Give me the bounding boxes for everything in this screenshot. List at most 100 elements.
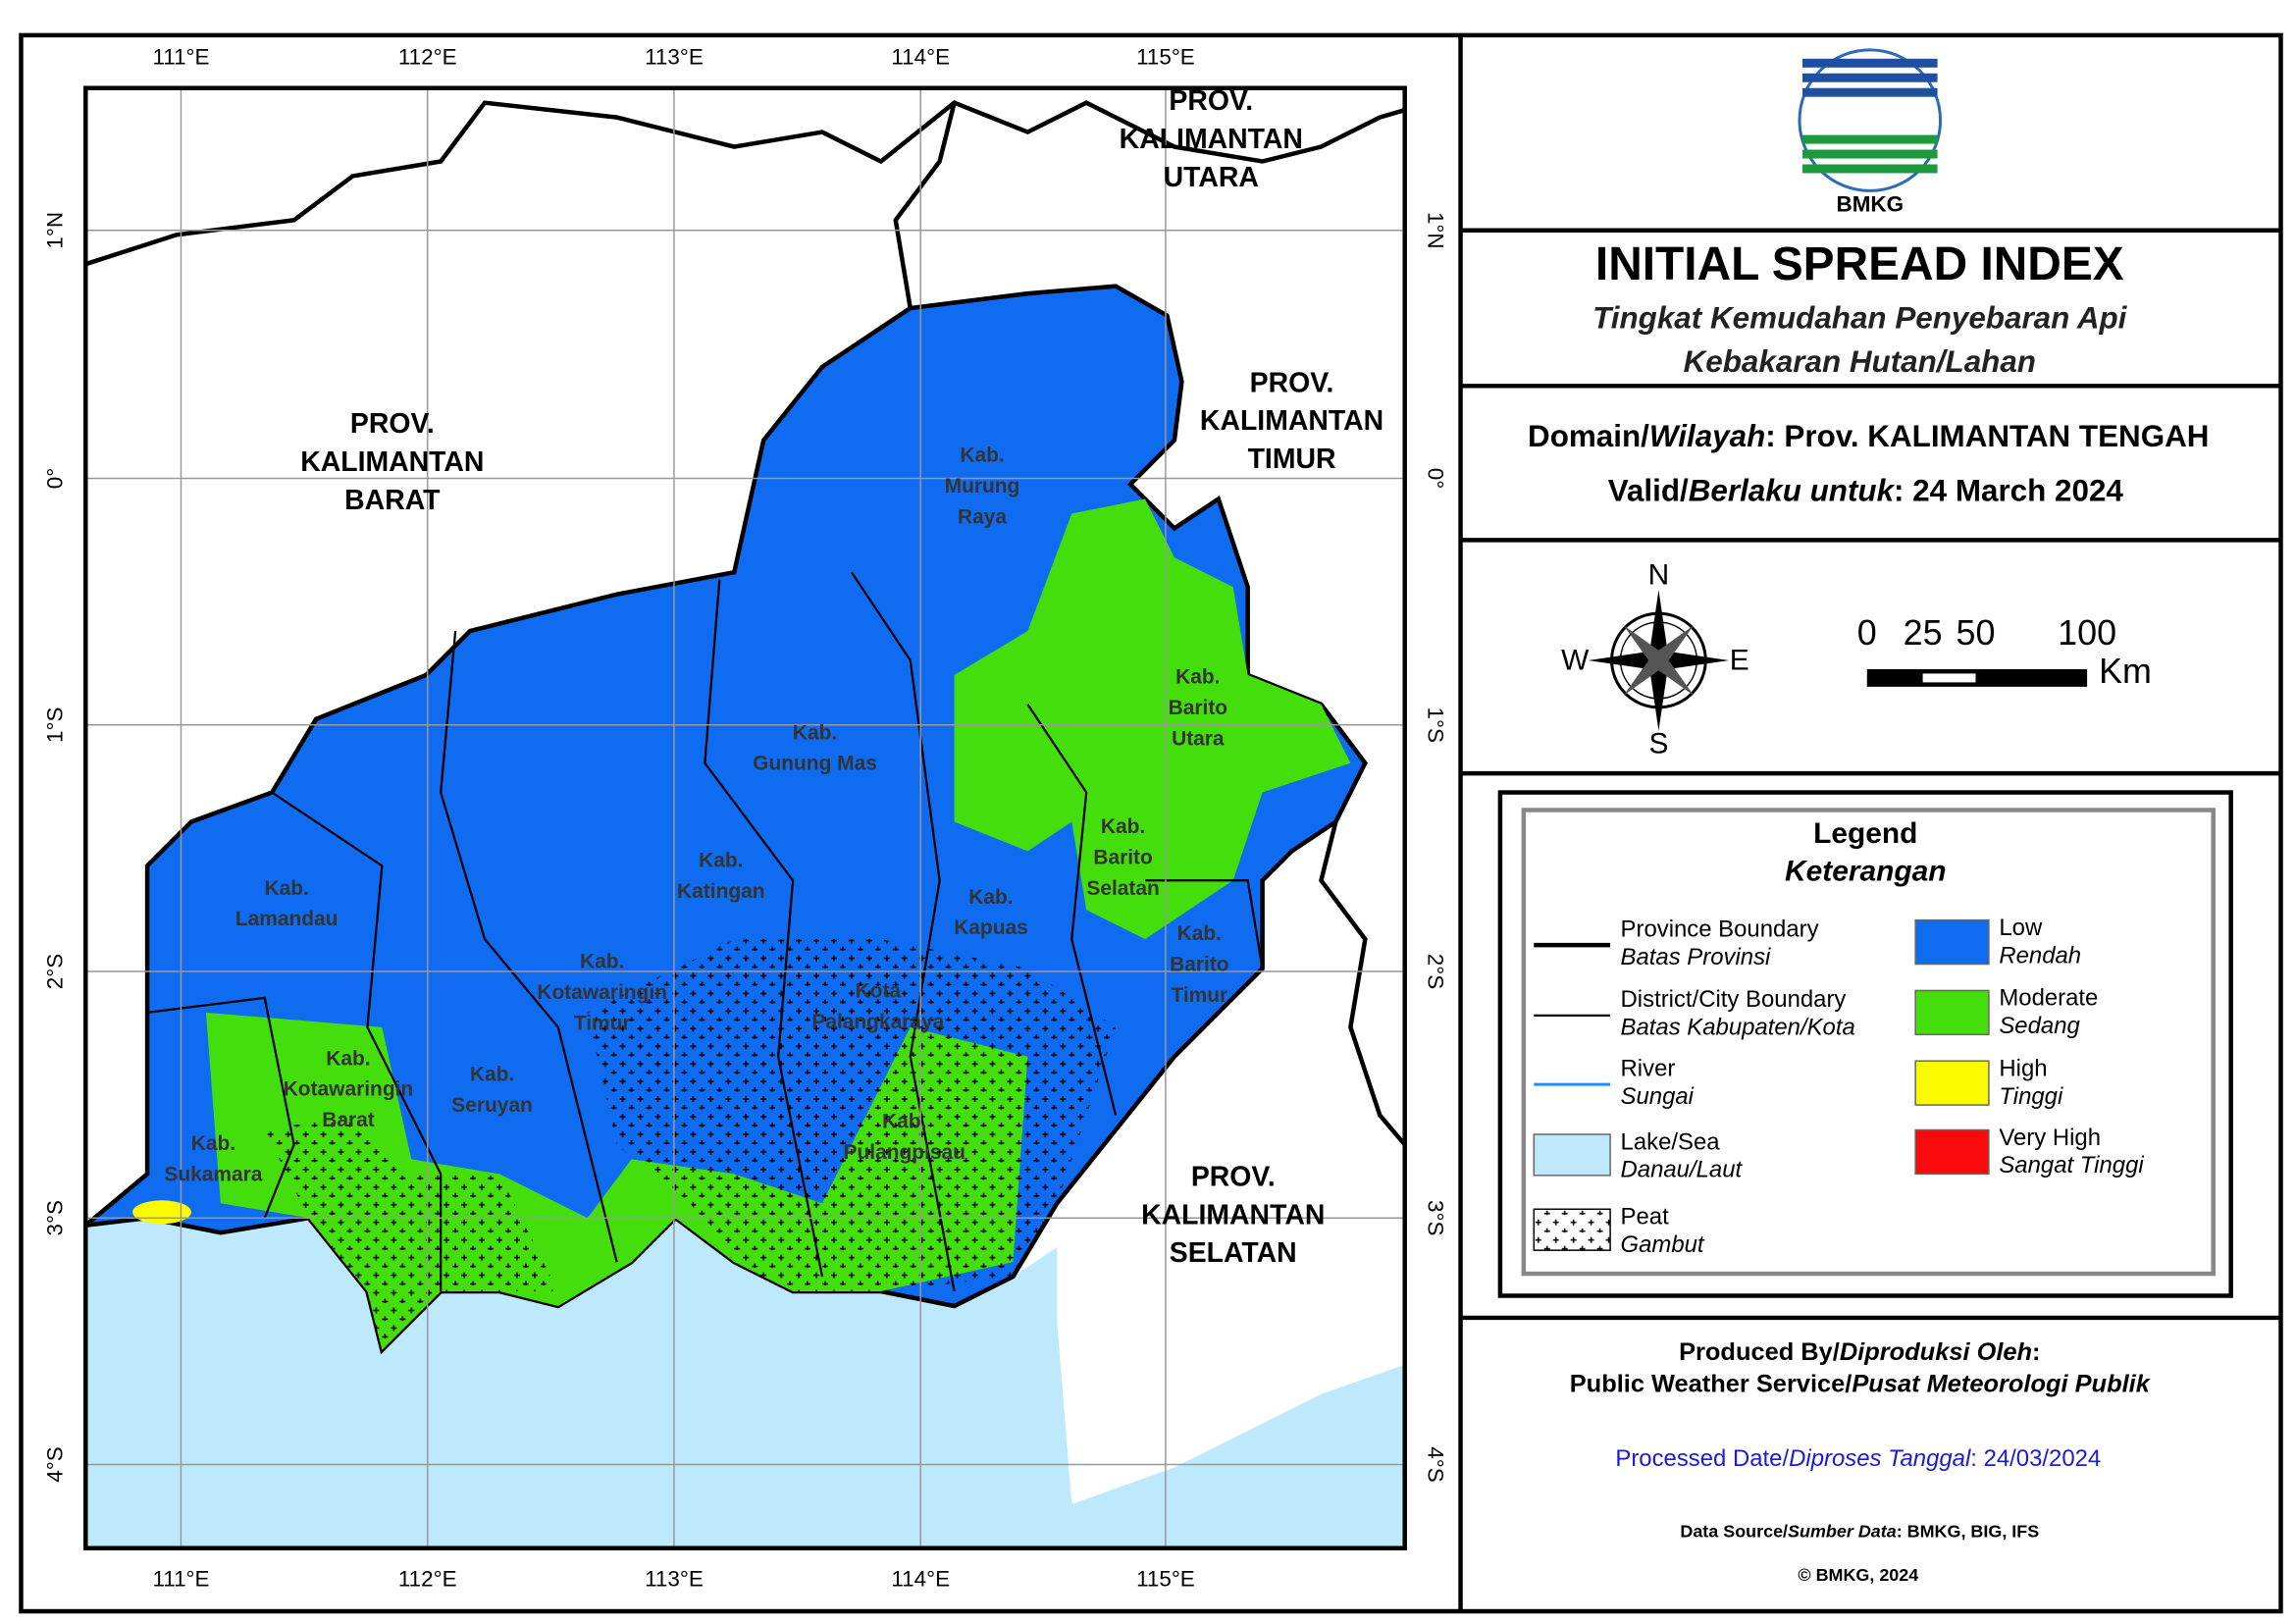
district-boundary [704,579,824,1278]
legend-swatch [1914,989,1990,1036]
legend-label: Province Boundary [1621,916,1819,942]
panel-text: BMKG INITIAL SPREAD INDEX Tingkat Kemudaha… [1528,191,2209,1585]
province-label: KALIMANTAN [300,446,484,478]
graticule [85,87,1405,1548]
district-label: Barat [322,1109,375,1131]
producer-line-part: Public Weather Service/ [1570,1370,1852,1397]
legend-label: Peat [1621,1204,1670,1230]
subtitle: Tingkat Kemudahan Penyebaran Api [1592,300,2128,335]
domain-line-part: : Prov. KALIMANTAN TENGAH [1765,419,2209,453]
legend-subtitle: Keterangan [1785,856,1946,888]
peat-area [587,939,1117,1292]
latitude-label: 3°S [1424,1200,1448,1235]
province-boundary [1319,820,1405,1146]
district-label: Kapuas [954,916,1028,939]
district-label: Kab. [191,1132,235,1155]
scale-tick-label: 50 [1956,613,1995,653]
source-line-part: : BMKG, BIG, IFS [1897,1521,2040,1541]
district-label: Kab. [699,849,743,871]
latitude-label: 0° [1424,468,1448,489]
latitude-label: 1°S [1424,707,1448,743]
legend-swatch [1914,918,1990,966]
longitude-label: 112°E [398,45,457,70]
district-label: Seruyan [451,1094,533,1117]
map-labels: 111°E 111°E 112°E 112°E 113°E 113°E 114°E 114°E… [42,45,1447,1592]
province-label: KALIMANTAN [1141,1199,1325,1230]
scale-unit: Km [2099,652,2152,691]
legend-label: Very High [1999,1125,2101,1151]
district-label: Utara [1172,727,1225,750]
province-label: SELATAN [1170,1237,1297,1269]
producer-line: Public Weather Service/Pusat Meteorologi… [1570,1370,2152,1397]
legend-label-id: Sungai [1621,1083,1695,1110]
legend-swatch [1914,1060,1990,1106]
domain-line: Domain/Wilayah: Prov. KALIMANTAN TENGAH [1528,419,2209,453]
legend-label-id: Sangat Tinggi [1999,1152,2144,1178]
district-label: Raya [958,505,1007,528]
district-label: Palangkaraya [811,1011,944,1033]
district-label: Kota [856,979,902,1002]
processed-line: Processed Date/Diproses Tanggal: 24/03/2… [1615,1445,2101,1472]
scale-tick-label: 25 [1904,613,1943,653]
province-label: BARAT [344,485,441,516]
legend-symbol [1533,1208,1611,1251]
province-label: KALIMANTAN [1120,124,1303,155]
logo-text: BMKG [1837,191,1905,216]
latitude-label: 1°N [42,212,67,249]
subtitle: Kebakaran Hutan/Lahan [1684,344,2036,379]
source-line: Data Source/Sumber Data: BMKG, BIG, IFS [1680,1521,2039,1541]
district-label: Kab. [264,877,308,900]
province-label: PROV. [1250,367,1334,398]
district-label: Kab. [793,721,837,744]
province-label: PROV. [1191,1161,1276,1192]
latitude-label: 4°S [42,1446,67,1482]
processed-line-part: Processed Date/ [1615,1445,1789,1472]
district-boundary [1145,879,1264,969]
legend-label-id: Gambut [1621,1231,1705,1258]
province-boundary [893,102,957,309]
district-label: Kab. [1101,815,1145,838]
produced-line: Produced By/Diproduksi Oleh: [1679,1338,2040,1366]
processed-line-part: : 24/03/2024 [1970,1445,2101,1472]
district-boundary [146,996,295,1219]
legend-box [1497,790,2233,1298]
map-body [85,87,1405,1548]
district-label: Timur [1171,984,1227,1007]
scale-tick-label: 0 [1857,613,1877,653]
district-label: Kotawaringin [537,981,667,1004]
valid-line-part: Valid/ [1608,474,1689,508]
district-label: Kab. [882,1111,926,1133]
district-label: Lamandau [235,908,339,930]
legend-label: Lake/Sea [1621,1128,1721,1155]
longitude-label: 112°E [398,1567,457,1592]
legend-inner-box [1521,808,2216,1277]
valid-line-part: Berlaku untuk [1689,474,1896,508]
latitude-label: 3°S [42,1200,67,1235]
district-label: Selatan [1086,877,1159,900]
domain-line-part: Wilayah [1649,419,1765,453]
legend-symbol [1533,1133,1611,1177]
legend-label: High [1999,1056,2047,1082]
district-label: Gunung Mas [753,753,877,775]
producer-line-part: Pusat Meteorologi Publik [1852,1370,2151,1397]
latitude-label: 2°S [1424,954,1448,989]
district-label: Kab. [960,445,1004,467]
legend-label: District/City Boundary [1621,986,1847,1013]
valid-line-part: : 24 March 2024 [1894,474,2123,508]
legend-label-id: Tinggi [1999,1083,2063,1110]
latitude-label: 0° [42,468,67,489]
district-label: Barito [1093,846,1152,868]
longitude-label: 111°E [152,45,209,70]
compass-letter: E [1730,644,1749,676]
map-frame [83,85,1407,1550]
compass-rose [1588,590,1730,731]
district-label: Murung [945,475,1020,497]
valid-line: Valid/Berlaku untuk: 24 March 2024 [1608,474,2124,508]
district-label: Pulangpisau [844,1141,965,1164]
title: INITIAL SPREAD INDEX [1595,238,2124,290]
district-label: Barito [1169,697,1227,719]
sea [85,1218,1405,1548]
district-label: Kab. [1177,922,1222,945]
longitude-label: 113°E [645,45,704,70]
